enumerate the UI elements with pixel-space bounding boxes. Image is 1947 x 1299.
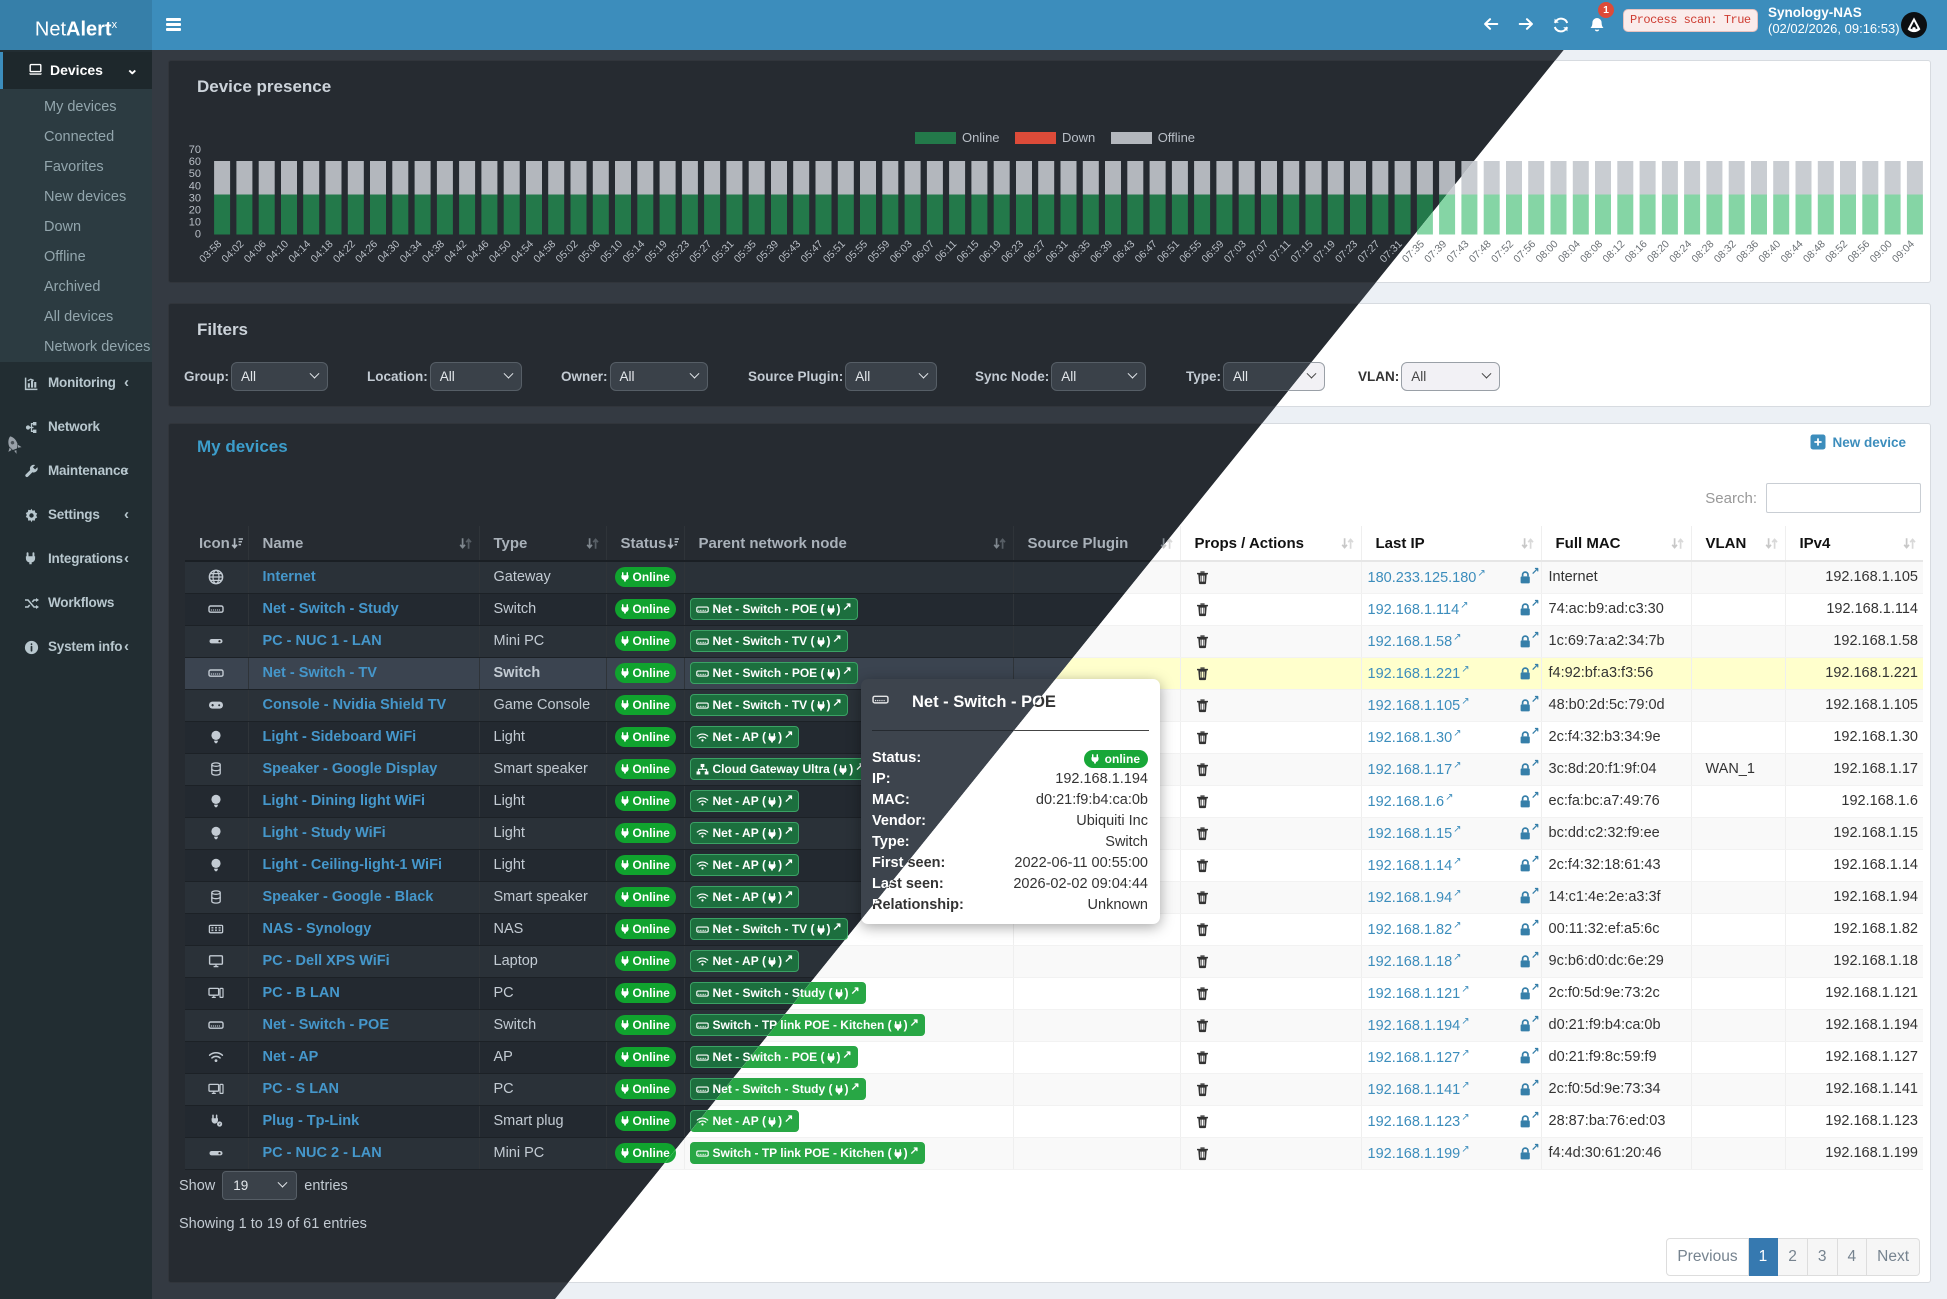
svg-text:04:58: 04:58 (531, 238, 558, 265)
svg-text:08:32: 08:32 (1712, 238, 1739, 265)
svg-text:04:54: 04:54 (509, 238, 536, 265)
svg-text:05:43: 05:43 (776, 238, 803, 265)
svg-text:05:51: 05:51 (821, 238, 848, 265)
svg-text:07:43: 07:43 (1444, 238, 1471, 265)
svg-text:07:03: 07:03 (1222, 238, 1249, 265)
svg-text:10: 10 (189, 217, 201, 229)
svg-text:05:31: 05:31 (709, 238, 736, 265)
svg-text:30: 30 (189, 192, 201, 204)
svg-text:08:04: 08:04 (1556, 238, 1583, 265)
svg-text:08:52: 08:52 (1823, 238, 1850, 265)
svg-text:04:18: 04:18 (309, 238, 336, 265)
svg-text:05:06: 05:06 (576, 238, 603, 265)
svg-text:04:42: 04:42 (442, 238, 469, 265)
svg-text:06:03: 06:03 (888, 238, 915, 265)
svg-text:07:11: 07:11 (1267, 238, 1294, 265)
svg-text:07:39: 07:39 (1422, 238, 1449, 265)
svg-text:07:27: 07:27 (1355, 238, 1382, 265)
svg-text:06:39: 06:39 (1088, 238, 1115, 265)
svg-text:06:47: 06:47 (1133, 238, 1160, 265)
svg-text:40: 40 (189, 180, 201, 192)
svg-text:04:14: 04:14 (286, 238, 313, 265)
svg-text:09:00: 09:00 (1868, 238, 1895, 265)
svg-text:09:04: 09:04 (1890, 238, 1917, 265)
svg-text:70: 70 (189, 144, 201, 156)
svg-text:07:56: 07:56 (1511, 238, 1538, 265)
svg-text:04:22: 04:22 (331, 238, 358, 265)
svg-text:08:12: 08:12 (1600, 238, 1627, 265)
svg-text:05:02: 05:02 (554, 238, 581, 265)
svg-text:08:16: 08:16 (1623, 238, 1650, 265)
svg-text:08:40: 08:40 (1756, 238, 1783, 265)
svg-text:07:19: 07:19 (1311, 238, 1338, 265)
svg-text:05:27: 05:27 (687, 238, 714, 265)
svg-text:06:59: 06:59 (1199, 238, 1226, 265)
svg-text:0: 0 (195, 229, 201, 241)
svg-text:05:47: 05:47 (799, 238, 826, 265)
svg-text:06:55: 06:55 (1177, 238, 1204, 265)
svg-text:07:15: 07:15 (1289, 238, 1316, 265)
svg-text:04:10: 04:10 (264, 238, 291, 265)
svg-text:03:58: 03:58 (197, 238, 224, 265)
svg-text:05:14: 05:14 (620, 238, 647, 265)
svg-text:07:52: 07:52 (1489, 238, 1516, 265)
svg-text:08:36: 08:36 (1734, 238, 1761, 265)
svg-text:05:39: 05:39 (754, 238, 781, 265)
svg-text:05:10: 05:10 (598, 238, 625, 265)
svg-text:06:43: 06:43 (1110, 238, 1137, 265)
svg-text:08:56: 08:56 (1845, 238, 1872, 265)
svg-text:06:31: 06:31 (1044, 238, 1071, 265)
svg-text:06:51: 06:51 (1155, 238, 1182, 265)
svg-text:05:19: 05:19 (643, 238, 670, 265)
svg-text:08:28: 08:28 (1689, 238, 1716, 265)
svg-text:04:30: 04:30 (375, 238, 402, 265)
svg-text:05:23: 05:23 (665, 238, 692, 265)
svg-text:05:55: 05:55 (843, 238, 870, 265)
svg-text:08:00: 08:00 (1534, 238, 1561, 265)
svg-text:06:23: 06:23 (999, 238, 1026, 265)
svg-text:08:48: 08:48 (1801, 238, 1828, 265)
svg-text:06:11: 06:11 (933, 238, 960, 265)
svg-text:60: 60 (189, 156, 201, 168)
svg-text:06:07: 06:07 (910, 238, 937, 265)
svg-text:06:27: 06:27 (1021, 238, 1048, 265)
svg-text:06:35: 06:35 (1066, 238, 1093, 265)
svg-text:05:35: 05:35 (732, 238, 759, 265)
svg-text:06:19: 06:19 (977, 238, 1004, 265)
svg-text:04:06: 04:06 (242, 238, 269, 265)
svg-text:04:26: 04:26 (353, 238, 380, 265)
svg-text:08:08: 08:08 (1578, 238, 1605, 265)
svg-text:04:34: 04:34 (398, 238, 425, 265)
svg-text:07:07: 07:07 (1244, 238, 1271, 265)
svg-text:08:44: 08:44 (1779, 238, 1806, 265)
svg-text:20: 20 (189, 204, 201, 216)
svg-text:07:23: 07:23 (1333, 238, 1360, 265)
svg-text:04:02: 04:02 (219, 238, 246, 265)
svg-text:04:46: 04:46 (464, 238, 491, 265)
svg-text:07:48: 07:48 (1467, 238, 1494, 265)
svg-text:08:20: 08:20 (1645, 238, 1672, 265)
svg-text:08:24: 08:24 (1667, 238, 1694, 265)
svg-text:50: 50 (189, 168, 201, 180)
svg-text:04:38: 04:38 (420, 238, 447, 265)
svg-text:05:59: 05:59 (865, 238, 892, 265)
svg-text:04:50: 04:50 (487, 238, 514, 265)
svg-text:06:15: 06:15 (954, 238, 981, 265)
